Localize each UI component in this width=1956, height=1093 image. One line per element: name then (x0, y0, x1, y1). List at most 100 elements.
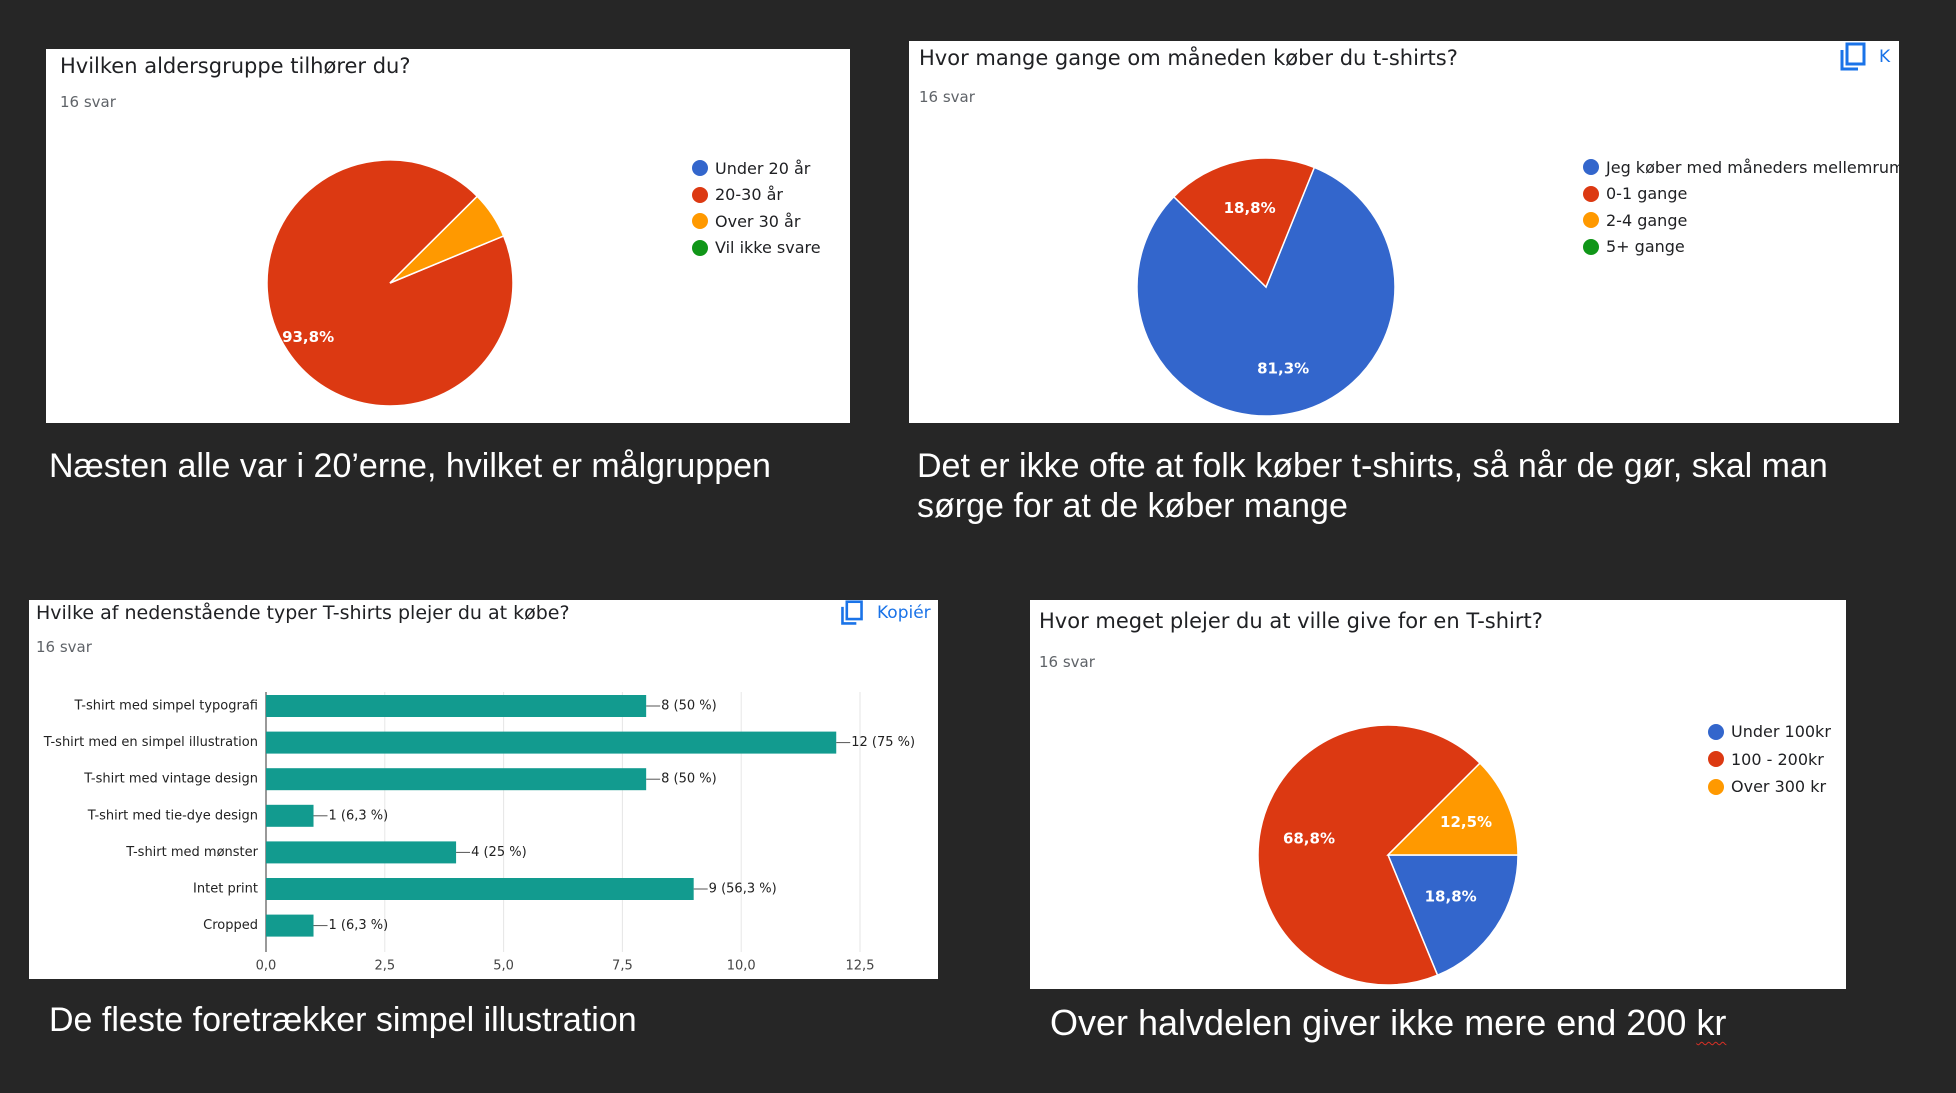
x-tick-label: 10,0 (727, 959, 756, 974)
legend-dot (692, 239, 708, 256)
legend-label: 100 - 200kr (1731, 749, 1824, 769)
bar (266, 878, 694, 900)
legend-label: 20-30 år (715, 185, 783, 205)
pie-slice (1386, 762, 1519, 856)
category-label: T-shirt med en simpel illustration (43, 735, 258, 750)
chart-panel-frequency: Hvor mange gange om måneden køber du t-s… (909, 41, 1899, 423)
copy-button[interactable]: K (1839, 42, 1890, 72)
chart-panel-age: Hvilken aldersgruppe tilhører du? 16 sva… (46, 49, 850, 423)
legend-label: Under 20 år (715, 158, 811, 178)
legend-dot (1708, 723, 1724, 740)
legend-label: 5+ gange (1606, 237, 1685, 257)
x-tick-label: 7,5 (612, 959, 633, 974)
chart-panel-types: Hvilke af nedenstående typer T-shirts pl… (29, 600, 938, 979)
legend-item: Vil ikke svare (692, 235, 821, 262)
question-title: Hvilke af nedenstående typer T-shirts pl… (36, 602, 570, 624)
legend-item: Jeg køber med måneders mellemrum (1583, 154, 1899, 181)
question-title: Hvor meget plejer du at ville give for e… (1039, 609, 1543, 633)
legend-dot (692, 160, 708, 177)
legend-dot (1583, 212, 1599, 229)
category-label: T-shirt med simpel typografi (74, 699, 258, 714)
legend-label: Vil ikke svare (715, 238, 821, 258)
pie-data-label: 18,8% (1224, 199, 1276, 217)
bar (266, 768, 647, 791)
pie-data-label: 68,8% (1283, 830, 1335, 848)
legend-label: 0-1 gange (1606, 184, 1688, 204)
x-tick-label: 2,5 (374, 959, 395, 974)
caption-line: Det er ikke ofte at folk køber t-shirts,… (917, 447, 1828, 485)
question-title: Hvilken aldersgruppe tilhører du? (60, 54, 411, 78)
bar-data-label: 8 (50 %) (661, 699, 717, 714)
pie-chart-frequency: 81,3% 18,8% (1136, 157, 1396, 417)
bar-data-label: 8 (50 %) (661, 772, 717, 787)
pie-chart-price: 18,8% 68,8% 12,5% (1257, 724, 1519, 986)
caption-line: sørge for at de køber mange (917, 487, 1348, 525)
bar-data-label: 1 (6,3 %) (329, 808, 389, 823)
response-count: 16 svar (1039, 653, 1095, 671)
chart-panel-price: Hvor meget plejer du at ville give for e… (1030, 600, 1846, 989)
pie-slice (1136, 166, 1396, 417)
legend-item: 5+ gange (1583, 234, 1899, 261)
pie-chart-age: 93,8% (266, 159, 514, 407)
legend-dot (1708, 751, 1724, 768)
x-tick-label: 12,5 (846, 959, 875, 974)
legend-dot (1708, 778, 1724, 795)
category-label: T-shirt med tie-dye design (87, 808, 258, 823)
bar-data-label: 9 (56,3 %) (709, 882, 777, 897)
bar-data-label: 4 (25 %) (471, 845, 527, 860)
legend-label: Jeg køber med måneders mellemrum (1606, 157, 1899, 177)
legend-label: Under 100kr (1731, 722, 1831, 742)
x-tick-label: 5,0 (493, 959, 514, 974)
caption-age: Næsten alle var i 20’erne, hvilket er må… (49, 447, 771, 485)
copy-label: Kopiér (877, 603, 931, 623)
bar-data-label: 1 (6,3 %) (329, 918, 389, 933)
legend-dot (1583, 185, 1599, 202)
pie-data-label: 81,3% (1257, 360, 1309, 378)
legend-dot (1583, 238, 1599, 255)
legend-item: Under 100kr (1708, 718, 1831, 746)
legend-dot (692, 213, 708, 230)
caption-price: Over halvdelen giver ikke mere end 200 k… (1050, 1003, 1726, 1043)
caption-types: De fleste foretrækker simpel illustratio… (49, 1001, 637, 1039)
pie-data-label: 93,8% (282, 328, 334, 346)
legend-item: 100 - 200kr (1708, 746, 1831, 774)
x-tick-label: 0,0 (256, 959, 277, 974)
bar-chart-types: 0,0 2,5 5,0 7,5 10,0 12,5 T-shirt med simpel t… (43, 692, 915, 974)
legend: Jeg køber med måneders mellemrum 0-1 gan… (1583, 154, 1899, 260)
pie-slice (1172, 157, 1316, 289)
legend-dot (692, 186, 708, 203)
copy-icon (841, 600, 863, 625)
bar (266, 695, 647, 717)
legend-item: 20-30 år (692, 182, 821, 209)
response-count: 16 svar (36, 638, 92, 656)
bar (266, 914, 314, 937)
bar-data-label: 12 (75 %) (851, 735, 915, 750)
legend-item: Over 30 år (692, 208, 821, 235)
category-label: Intet print (193, 882, 258, 897)
bar (266, 804, 314, 827)
pie-data-label: 18,8% (1425, 887, 1477, 905)
copy-icon (1840, 42, 1866, 71)
legend-dot (1583, 159, 1599, 176)
caption-frequency: Det er ikke ofte at folk køber t-shirts,… (917, 446, 1828, 526)
question-title: Hvor mange gange om måneden køber du t-s… (919, 46, 1458, 70)
legend: Under 20 år 20-30 år Over 30 år Vil ikke… (692, 155, 821, 261)
legend-label: Over 300 kr (1731, 777, 1827, 797)
response-count: 16 svar (919, 88, 975, 106)
pie-slice (1257, 724, 1482, 986)
response-count: 16 svar (60, 93, 116, 111)
legend-label: Over 30 år (715, 211, 801, 231)
legend-item: 2-4 gange (1583, 207, 1899, 234)
bar (266, 841, 457, 864)
category-label: T-shirt med mønster (125, 845, 258, 860)
category-label: T-shirt med vintage design (83, 772, 258, 787)
legend-item: Over 300 kr (1708, 773, 1831, 801)
category-label: Cropped (203, 918, 258, 933)
caption-text: Over halvdelen giver ikke mere end 200 (1050, 1002, 1697, 1043)
copy-button[interactable]: Kopiér (839, 600, 931, 626)
bar (266, 731, 837, 754)
copy-label: K (1879, 47, 1891, 67)
legend-item: 0-1 gange (1583, 181, 1899, 208)
pie-slice (389, 195, 505, 284)
pie-slice (1386, 854, 1519, 977)
